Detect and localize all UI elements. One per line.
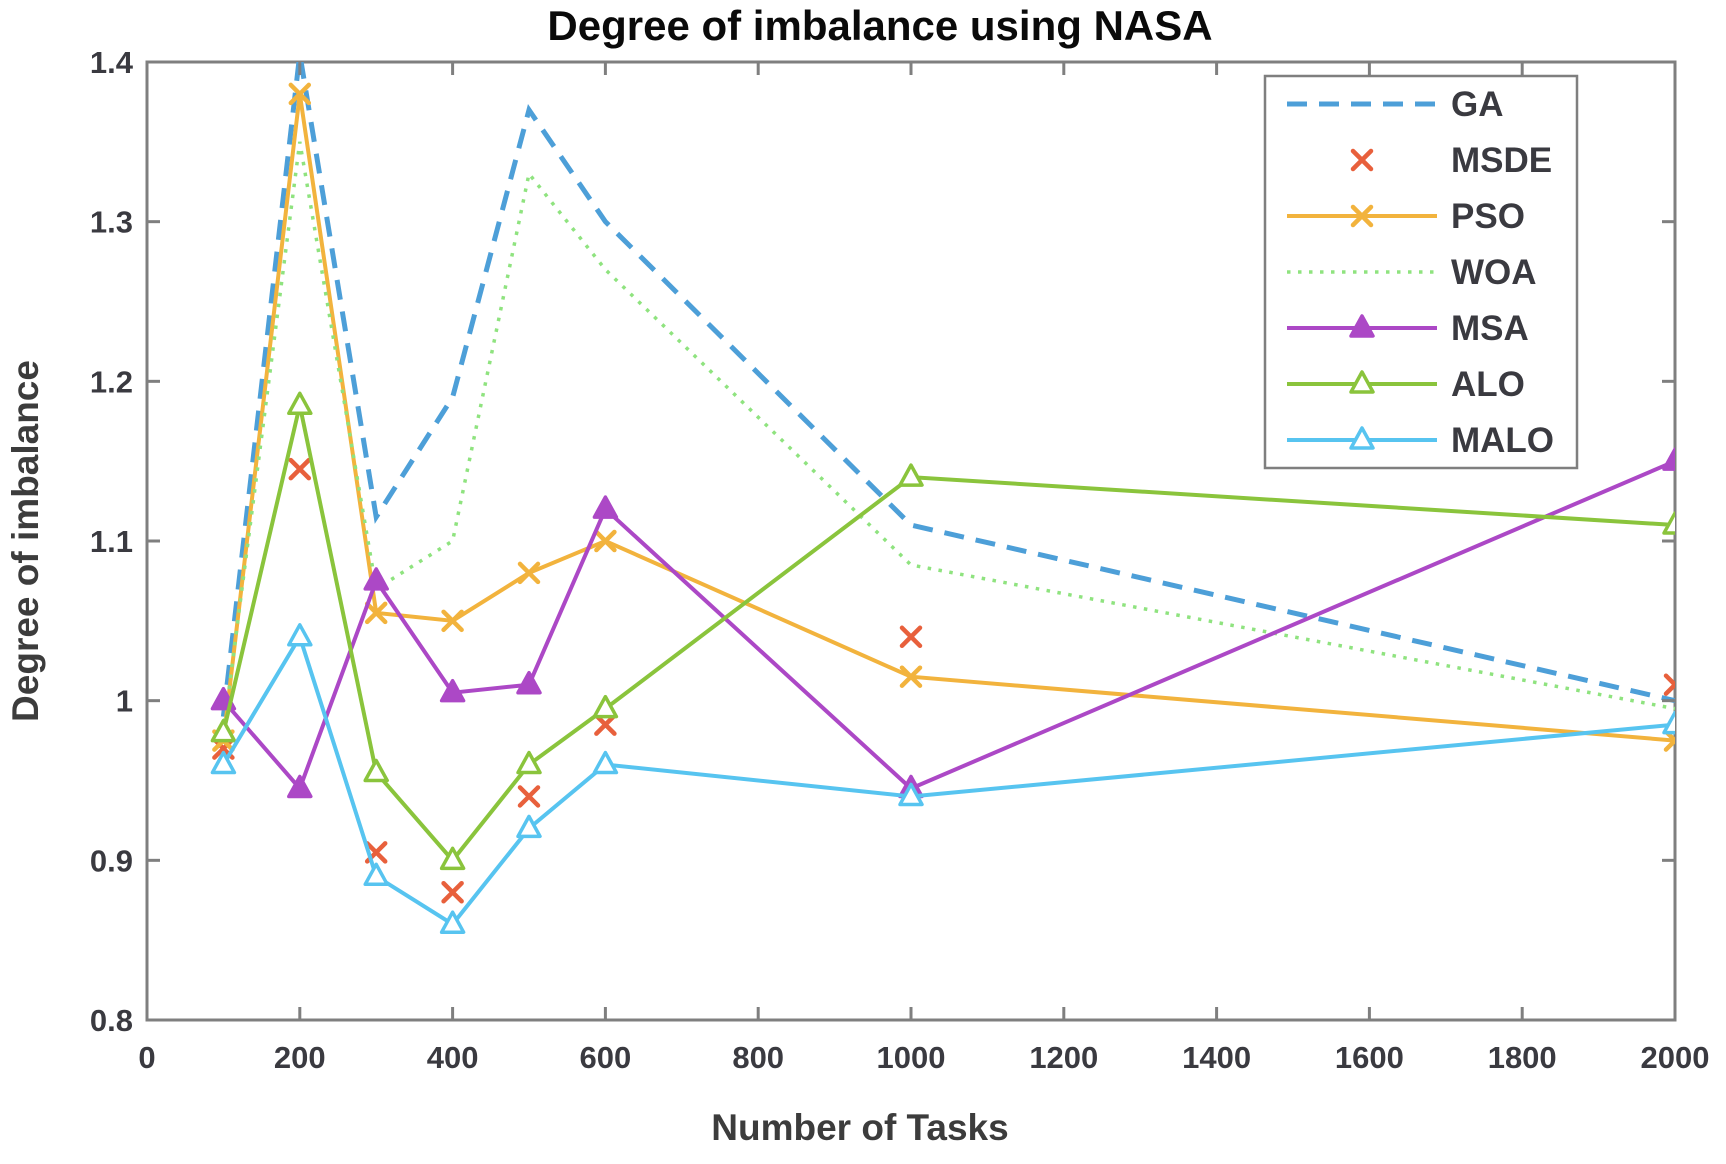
triangle-marker	[439, 678, 466, 703]
x-marker	[1663, 673, 1675, 688]
triangle-marker	[898, 463, 924, 487]
x-marker	[1350, 148, 1374, 172]
triangle-marker	[592, 694, 619, 719]
triangle-marker	[210, 750, 237, 775]
triangle-marker	[516, 670, 542, 695]
triangle-marker	[287, 623, 313, 647]
axis-ticks: 0 200 400 600 800 1000 1200 1400 1600 1800 2000 0.8…	[90, 45, 1710, 1075]
y-tick-label: 1.3	[90, 205, 133, 240]
triangle-marker	[1349, 370, 1375, 394]
y-tick-label: 0.8	[90, 1003, 133, 1038]
x-tick-label: 600	[580, 1040, 632, 1075]
triangle-marker	[898, 782, 924, 807]
triangle-marker	[1662, 447, 1675, 471]
triangle-marker	[1662, 511, 1675, 535]
x-marker	[364, 601, 388, 625]
x-marker	[1663, 729, 1675, 744]
x-tick-label: 1400	[1182, 1040, 1251, 1075]
triangle-marker	[516, 814, 542, 839]
legend-label-MSA: MSA	[1451, 309, 1529, 348]
x-tick-label: 1000	[877, 1040, 946, 1075]
x-tick-label: 400	[427, 1040, 479, 1075]
x-tick-label: 2000	[1641, 1040, 1710, 1075]
series-ALO	[210, 391, 1675, 871]
legend-item-ALO: ALO	[1287, 365, 1525, 404]
triangle-marker	[363, 758, 389, 783]
y-axis-label: Degree of imbalance	[5, 360, 46, 722]
x-marker	[212, 737, 235, 760]
y-tick-label: 1.4	[90, 45, 134, 80]
x-tick-label: 1200	[1029, 1040, 1098, 1075]
x-tick-label: 200	[274, 1040, 326, 1075]
x-marker	[899, 625, 923, 649]
triangle-marker	[1349, 426, 1375, 450]
triangle-marker	[210, 718, 237, 743]
y-tick-label: 0.9	[90, 843, 133, 878]
triangle-marker	[287, 391, 313, 416]
triangle-marker	[287, 774, 313, 799]
legend-item-MSDE: MSDE	[1350, 141, 1552, 180]
series-line-GA	[220, 62, 1675, 717]
triangle-marker	[1349, 314, 1375, 338]
series-PSO	[212, 82, 1675, 752]
legend-label-MSDE: MSDE	[1451, 141, 1552, 180]
triangle-marker	[439, 846, 466, 871]
legend-item-MSA: MSA	[1287, 309, 1529, 348]
triangle-marker	[363, 567, 389, 591]
x-marker	[288, 82, 312, 106]
legend-item-WOA: WOA	[1287, 253, 1537, 292]
x-tick-label: 800	[732, 1040, 784, 1075]
x-marker	[288, 457, 312, 481]
x-marker	[899, 665, 923, 688]
series-line-ALO	[221, 404, 1675, 864]
x-tick-label: 1800	[1488, 1040, 1557, 1075]
legend: GA MSDE PSO WOA MSA ALO MALO	[1263, 74, 1579, 470]
x-marker	[441, 881, 464, 904]
chart-title: Degree of imbalance using NASA	[547, 2, 1212, 49]
legend-item-MALO: MALO	[1287, 421, 1554, 460]
x-tick-label: 1600	[1335, 1040, 1404, 1075]
series-line-PSO	[221, 93, 1675, 743]
series-GA	[220, 62, 1675, 717]
legend-label-MALO: MALO	[1451, 421, 1554, 460]
triangle-marker	[516, 750, 542, 775]
legend-label-ALO: ALO	[1451, 365, 1525, 404]
y-tick-label: 1.2	[90, 364, 133, 399]
triangle-marker	[1662, 710, 1675, 735]
triangle-marker	[363, 862, 389, 887]
x-marker	[1663, 681, 1675, 696]
x-axis-label: Number of Tasks	[711, 1107, 1008, 1148]
x-marker	[441, 609, 464, 633]
x-marker	[517, 561, 541, 585]
series-line-MALO	[221, 631, 1675, 927]
legend-item-GA: GA	[1287, 85, 1504, 124]
triangle-marker	[592, 495, 619, 519]
x-tick-label: 0	[138, 1040, 155, 1075]
x-marker	[1350, 204, 1374, 228]
series-MALO	[210, 623, 1675, 934]
x-marker	[517, 785, 541, 808]
triangle-marker	[592, 750, 619, 775]
x-marker	[594, 713, 617, 736]
series-line-MSA	[221, 459, 1675, 793]
legend-label-WOA: WOA	[1451, 253, 1537, 292]
plot-series	[210, 62, 1675, 934]
triangle-marker	[439, 910, 466, 934]
legend-item-PSO: PSO	[1287, 197, 1525, 236]
y-tick-label: 1.1	[90, 524, 133, 559]
legend-box	[1263, 74, 1579, 470]
legend-label-GA: GA	[1451, 85, 1504, 124]
legend-label-PSO: PSO	[1451, 197, 1525, 236]
x-marker	[1663, 737, 1675, 752]
x-marker	[594, 529, 617, 553]
y-tick-label: 1	[116, 684, 133, 719]
